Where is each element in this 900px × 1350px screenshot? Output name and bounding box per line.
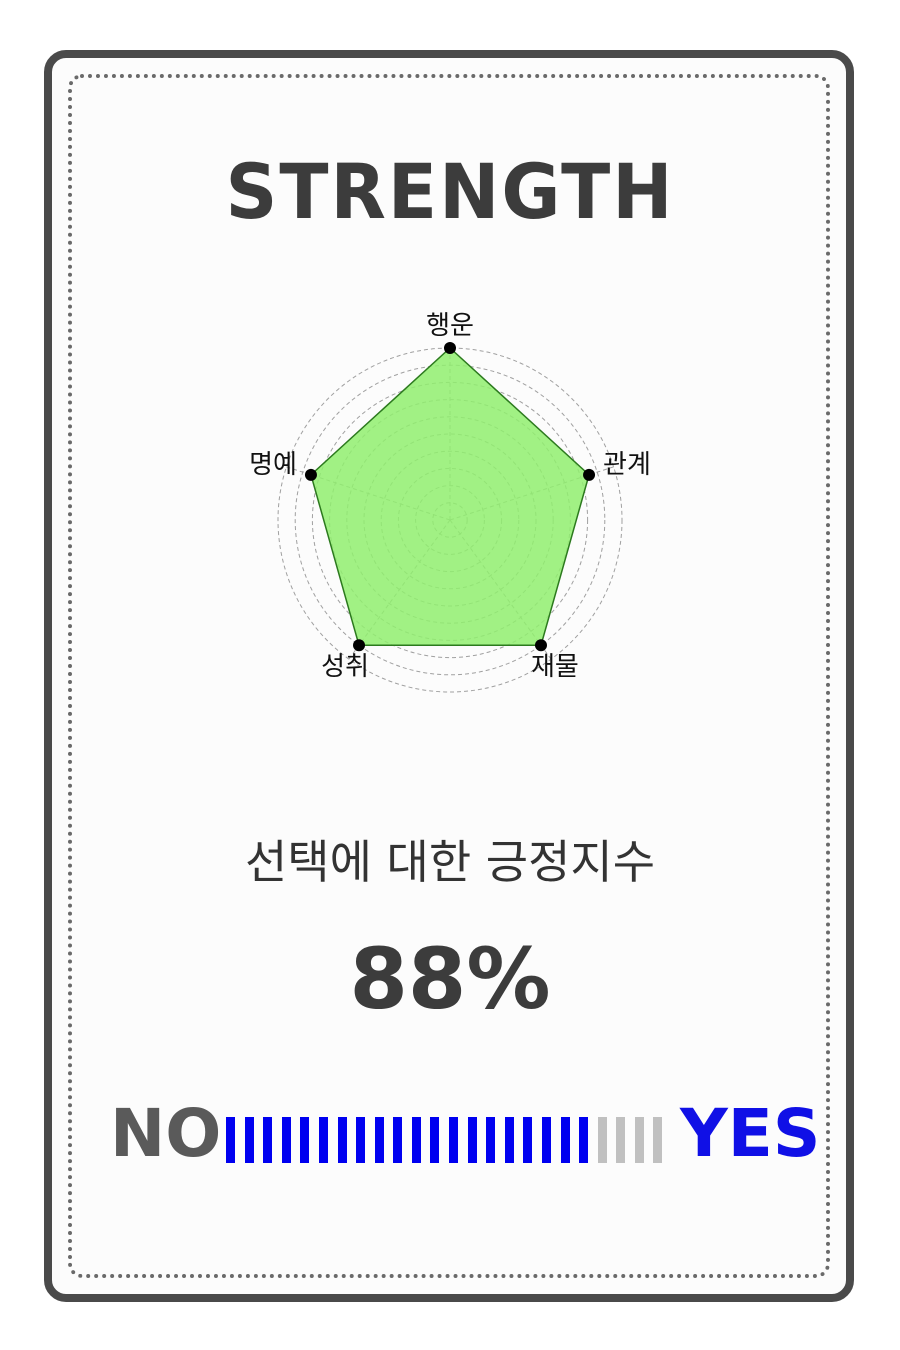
radar-axis-label-0: 행운 [426, 311, 474, 341]
radar-points [304, 342, 596, 652]
radar-point-0 [444, 342, 456, 354]
radar-point-1 [583, 468, 596, 481]
radar-axis-label-2: 재물 [531, 652, 579, 682]
gauge-segment [356, 1117, 366, 1163]
gauge-segment [579, 1117, 589, 1163]
gauge-segment [653, 1117, 663, 1163]
gauge-segment [318, 1117, 328, 1163]
gauge-segment [467, 1117, 477, 1163]
gauge-segment [486, 1117, 496, 1163]
gauge-segment [449, 1117, 458, 1163]
strength-card [44, 50, 854, 1302]
gauge-segment [226, 1117, 235, 1163]
gauge-bar [226, 1117, 672, 1163]
gauge-segment [411, 1117, 421, 1163]
radar-axis-label-3: 성취 [321, 652, 369, 682]
radar-axis-label-4: 명예 [249, 450, 297, 480]
subtitle: 선택에 대한 긍정지수 [244, 835, 656, 889]
gauge-segment [634, 1117, 644, 1163]
gauge-yes-label: YES [680, 1095, 821, 1172]
radar-ring [277, 347, 623, 693]
gauge-segment [541, 1117, 551, 1163]
gauge-segment [597, 1117, 607, 1163]
gauge-segment [504, 1117, 514, 1163]
gauge-segment [374, 1117, 384, 1163]
card-dotted-border [68, 74, 830, 1278]
radar-point-4 [304, 468, 317, 481]
gauge-segment [523, 1117, 533, 1163]
gauge-segment [616, 1117, 626, 1163]
percent-value: 88% [349, 930, 551, 1028]
gauge-segment [337, 1117, 347, 1163]
radar-area [310, 346, 590, 646]
gauge-segment [430, 1117, 440, 1163]
radar-axis-label-1: 관계 [603, 450, 651, 480]
card-title: STRENGTH [225, 147, 675, 237]
gauge-segment [393, 1117, 403, 1163]
radar-ring [311, 381, 589, 659]
gauge-segment [300, 1117, 310, 1163]
radar-point-2 [534, 639, 547, 652]
gauge-segment [560, 1117, 570, 1163]
gauge-segment [263, 1117, 273, 1163]
gauge-segment [244, 1117, 254, 1163]
yes-no-gauge: NO YES [110, 1095, 820, 1175]
gauge-segment [281, 1117, 291, 1163]
radar-point-3 [353, 639, 366, 652]
gauge-no-label: NO [110, 1095, 222, 1172]
